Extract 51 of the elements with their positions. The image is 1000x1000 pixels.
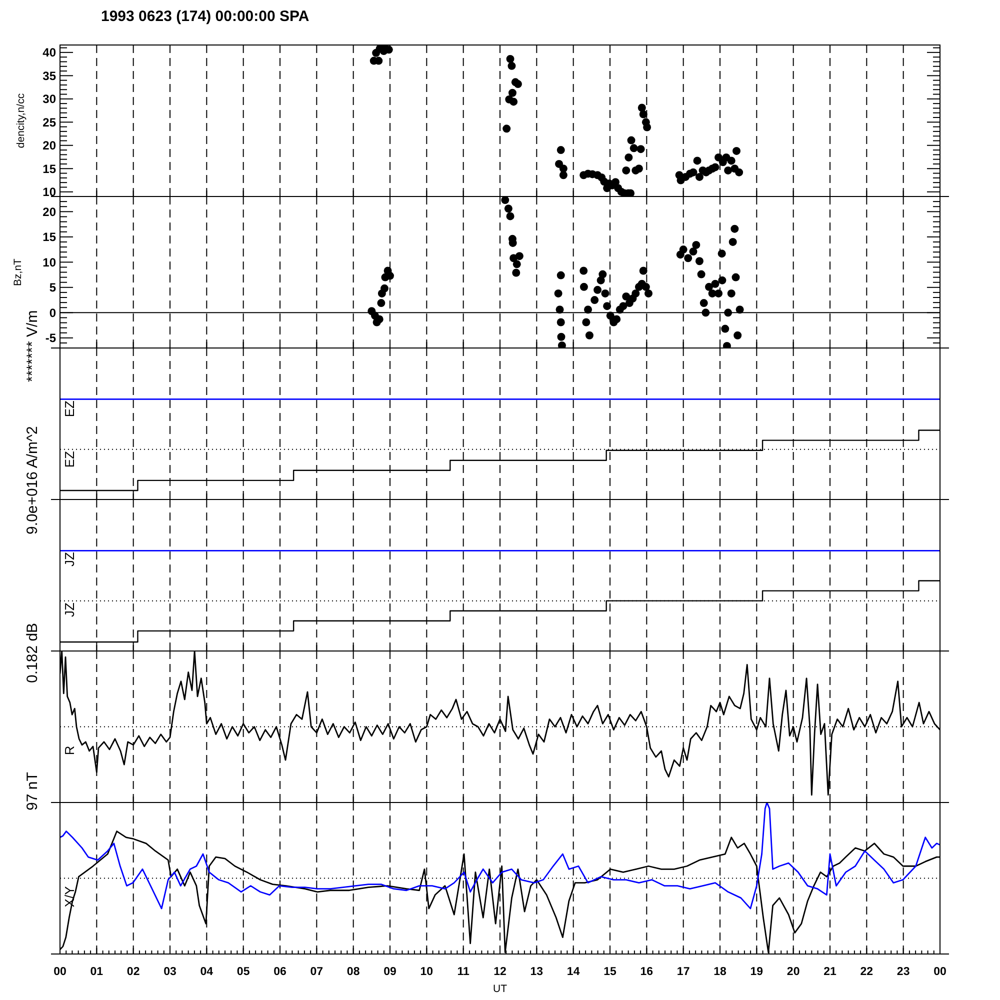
y-tick-label: -5 — [45, 331, 56, 346]
x-tick-label: 22 — [860, 966, 874, 978]
x-tick-label: 12 — [494, 966, 506, 978]
x-tick-label: 07 — [310, 966, 324, 978]
y-tick-label: 10 — [42, 255, 56, 270]
x-tick-label: 16 — [640, 966, 654, 978]
x-tick-label: 08 — [346, 966, 360, 978]
x-tick-label: 06 — [274, 966, 286, 978]
y-axis-title: dencity,n/cc — [15, 93, 27, 148]
x-tick-label: 13 — [530, 966, 544, 978]
y-tick-label: 20 — [42, 204, 56, 219]
y-tick-label: 25 — [42, 115, 56, 130]
x-tick-label: 15 — [604, 966, 617, 978]
x-tick-label: 09 — [384, 966, 396, 978]
y-tick-label: 35 — [42, 68, 56, 83]
x-axis-title: UT — [493, 983, 508, 995]
x-tick-label: 04 — [200, 966, 214, 978]
x-tick-label: 23 — [896, 966, 910, 978]
text: R — [62, 746, 77, 756]
y-axis-title: ******* V/m — [24, 310, 41, 382]
y-axis-title: 0.182 dB — [24, 622, 41, 683]
x-tick-label: 00 — [54, 966, 66, 978]
text: EZ — [62, 450, 77, 468]
x-tick-label: 19 — [750, 966, 764, 978]
y-tick-label: 30 — [42, 92, 56, 106]
y-tick-label: 40 — [42, 46, 56, 60]
x-tick-label: 21 — [824, 966, 837, 978]
x-tick-label: 17 — [676, 966, 690, 978]
text: EZ — [62, 400, 77, 418]
x-tick-label: 00 — [934, 966, 946, 978]
y-tick-label: 15 — [42, 162, 56, 176]
y-axis-title: 97 nT — [24, 772, 41, 810]
x-tick-label: 02 — [126, 966, 140, 978]
x-tick-label: 14 — [566, 966, 580, 978]
x-tick-label: 10 — [420, 966, 434, 978]
y-tick-label: 5 — [49, 280, 56, 295]
x-tick-label: 03 — [164, 966, 176, 978]
text: JZ — [62, 552, 77, 566]
y-tick-label: 0 — [49, 306, 56, 320]
chart-title: 1993 0623 (174) 00:00:00 SPA — [101, 8, 310, 25]
y-tick-label: 20 — [42, 138, 56, 153]
x-tick-label: 05 — [236, 966, 250, 978]
y-tick-label: 15 — [42, 230, 56, 244]
y-axis-title: 9.0e+016 A/m^2 — [24, 426, 41, 534]
y-axis-title: Bz,nT — [12, 258, 24, 286]
x-tick-label: 11 — [457, 966, 470, 978]
x-tick-label: 01 — [90, 966, 104, 978]
text: JZ — [62, 602, 77, 617]
x-tick-label: 20 — [786, 966, 800, 978]
x-tick-label: 18 — [714, 966, 727, 978]
y-tick-label: 10 — [42, 185, 56, 200]
